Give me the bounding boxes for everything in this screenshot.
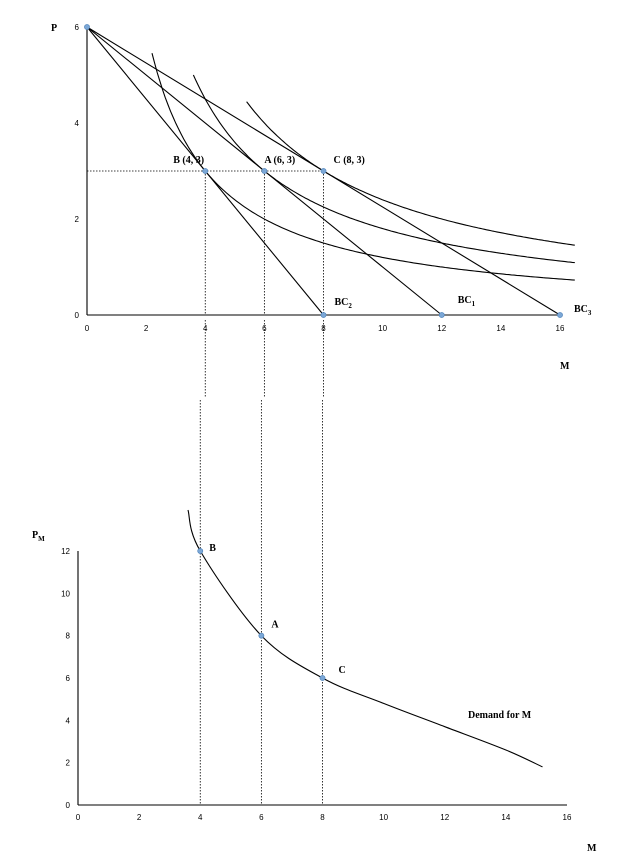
bottom-x-tick-label: 8: [320, 813, 325, 822]
bottom-data-point: [197, 548, 204, 554]
top-x-tick-label: 6: [262, 324, 267, 333]
top-data-point: [320, 312, 327, 318]
connector-lines: [199, 320, 324, 805]
top-x-tick-label: 16: [556, 324, 565, 333]
bottom-y-tick-label: 6: [66, 674, 71, 683]
bottom-data-point: [319, 675, 326, 681]
bottom-y-tick-label: 4: [66, 716, 71, 725]
bottom-x-tick-label: 4: [198, 813, 203, 822]
budget-line-label-sub: 3: [588, 309, 592, 317]
bottom-point-label: A: [271, 620, 279, 631]
top-x-tick-label: 12: [437, 324, 446, 333]
bottom-y-tick-label: 12: [61, 547, 70, 556]
top-point-label: C (8, 3): [334, 155, 365, 166]
bottom-y-tick-label: 0: [66, 801, 71, 810]
top-data-point: [438, 312, 445, 318]
bottom-data-point: [258, 632, 265, 639]
top-data-point: [320, 168, 327, 174]
bottom-x-axis-label: M: [587, 843, 597, 854]
top-point-label: A (6, 3): [264, 155, 295, 166]
indifference-curve: [246, 101, 575, 246]
bottom-x-tick-label: 16: [563, 813, 572, 822]
top-y-tick-label: 0: [75, 311, 80, 320]
bottom-y-axis-label: PM: [32, 530, 45, 543]
bottom-x-tick-label: 10: [379, 813, 388, 822]
bottom-x-tick-label: 6: [259, 813, 264, 822]
top-x-tick-label: 8: [321, 324, 326, 333]
bottom-y-tick-label: 8: [66, 632, 71, 641]
demand-curve: [187, 509, 543, 768]
top-y-axis-label: P: [51, 23, 57, 34]
top-x-tick-label: 0: [85, 324, 90, 333]
top-x-axis-label: M: [560, 361, 570, 372]
top-y-tick-label: 2: [75, 215, 80, 224]
bottom-y-tick-label: 10: [61, 589, 70, 598]
budget-line-label: BC2: [335, 297, 353, 310]
bottom-x-tick-label: 2: [137, 813, 142, 822]
indifference-curve: [151, 53, 575, 281]
budget-line-label-main: BC: [574, 304, 588, 315]
budget-line-label: BC1: [458, 295, 476, 308]
bottom-point-label: C: [339, 665, 346, 676]
top-x-tick-label: 2: [144, 324, 149, 333]
budget-line-label-sub: 1: [472, 300, 476, 308]
top-data-point: [84, 24, 90, 30]
budget-line-label-main: BC: [335, 297, 349, 308]
top-x-tick-label: 10: [378, 324, 387, 333]
indifference-curve: [192, 74, 575, 264]
bottom-chart: PM M 0 2 4 6 8 10 12 14 16 0 2 4 6 8 10 12 B A C Demand f…: [32, 509, 597, 854]
top-data-point: [261, 168, 268, 174]
top-data-point: [557, 312, 563, 318]
top-y-tick-label: 4: [75, 119, 80, 128]
top-x-tick-label: 4: [203, 324, 208, 333]
top-data-point: [202, 168, 209, 174]
budget-line-label: BC3: [574, 304, 592, 317]
budget-line-label-main: BC: [458, 295, 472, 306]
top-x-tick-label: 14: [496, 324, 505, 333]
budget-line-label-sub: 2: [348, 302, 352, 310]
demand-curve-label: Demand for M: [468, 710, 532, 721]
bottom-y-tick-label: 2: [66, 759, 71, 768]
top-point-label: B (4, 3): [173, 155, 204, 166]
bottom-x-tick-label: 0: [76, 813, 81, 822]
bottom-point-label: B: [209, 543, 216, 554]
bottom-x-tick-label: 12: [440, 813, 449, 822]
bottom-x-tick-label: 14: [501, 813, 510, 822]
top-y-tick-label: 6: [75, 23, 80, 32]
